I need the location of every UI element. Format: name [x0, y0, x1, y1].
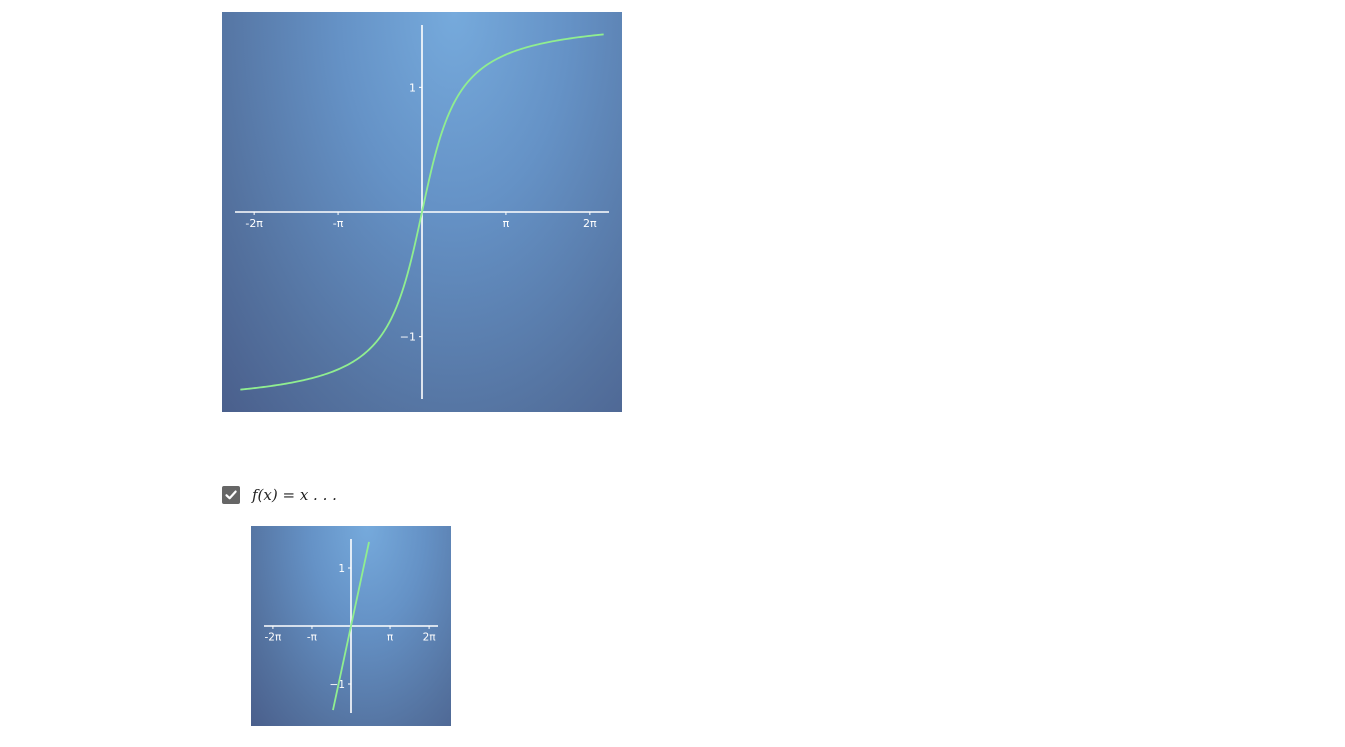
mini-y-tick-label: −1 — [330, 679, 345, 691]
mini-series-line — [332, 541, 370, 711]
main-series-line — [240, 33, 604, 391]
main-x-tick-label: 2π — [583, 217, 597, 230]
formula-label: f(x) = x . . . — [252, 486, 337, 504]
series-toggle-row[interactable]: f(x) = x . . . — [222, 485, 337, 505]
mini-x-tick-label: -π — [307, 632, 318, 644]
identity-plot: -2π -π π 2π 1 −1 — [251, 526, 451, 726]
mini-y-tick-label: 1 — [338, 563, 345, 575]
main-x-tick-label: -π — [333, 217, 344, 230]
arctan-plot-svg: -2π -π π 2π 1 −1 — [235, 25, 609, 399]
mini-x-tick-label: π — [387, 632, 394, 644]
mini-x-tick-label: 2π — [423, 632, 437, 644]
main-x-tick-label: π — [503, 217, 510, 230]
arctan-plot: -2π -π π 2π 1 −1 — [222, 12, 622, 412]
checkmark-icon — [225, 490, 237, 500]
mini-x-tick-label: -2π — [265, 632, 282, 644]
main-y-tick-label: −1 — [400, 331, 416, 344]
main-x-tick-label: -2π — [245, 217, 263, 230]
series-checkbox[interactable] — [222, 486, 240, 504]
identity-plot-svg: -2π -π π 2π 1 −1 — [264, 539, 438, 713]
main-y-tick-label: 1 — [409, 81, 416, 94]
